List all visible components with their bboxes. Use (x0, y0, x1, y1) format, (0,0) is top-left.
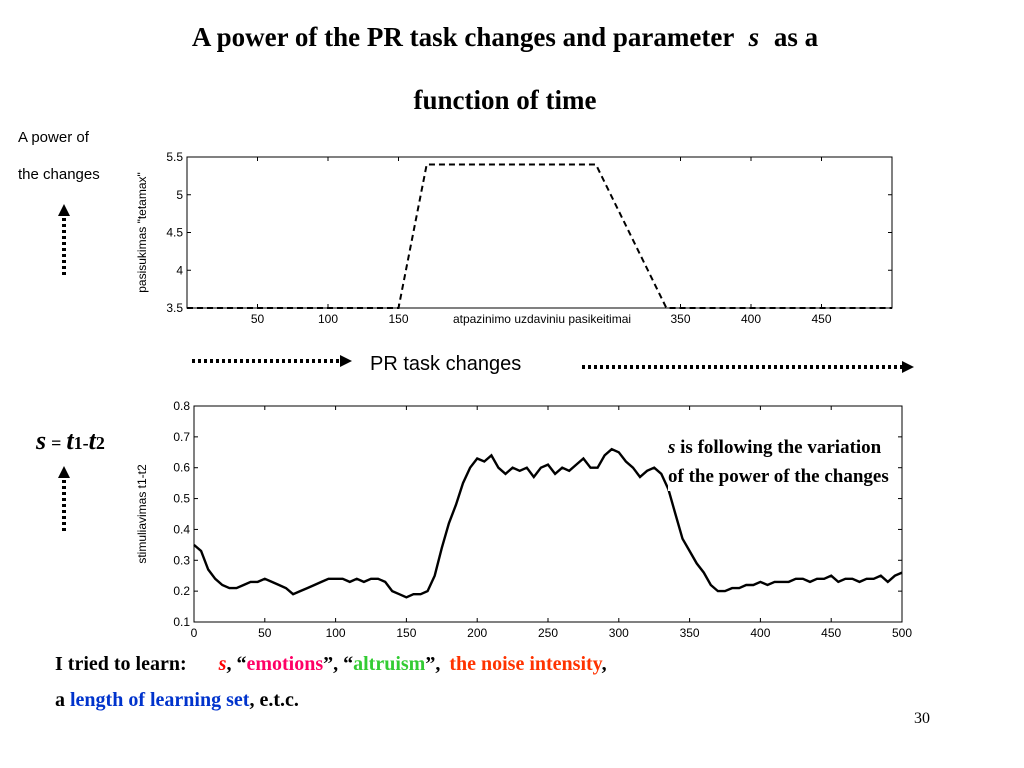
learn-a: a (55, 689, 65, 711)
x-tick-label: 500 (892, 626, 912, 640)
x-tick-label: 350 (670, 312, 690, 326)
y-tick-label: 0.8 (173, 399, 190, 413)
title-part1: A power of the PR task changes and param… (191, 22, 734, 52)
x-tick-label: 250 (538, 626, 558, 640)
s-formula: s = t1-t2 (36, 426, 105, 456)
x-tick-label: 200 (467, 626, 487, 640)
learn-line1: I tried to learn: s, “emotions”, “altrui… (55, 648, 607, 681)
y-axis-label: pasisukimas "tetamax" (135, 172, 149, 293)
y-tick-label: 0.7 (173, 430, 190, 444)
y-tick-label: 5.5 (166, 150, 183, 164)
note-line2: of the power of the changes (668, 466, 889, 487)
right-arrow-icon (582, 361, 914, 373)
y-tick-label: 5 (176, 188, 183, 202)
x-axis-label: atpazinimo uzdaviniu pasikeitimai (453, 312, 631, 326)
learn-length: length of learning set (70, 689, 250, 711)
x-tick-label: 350 (680, 626, 700, 640)
x-tick-label: 450 (811, 312, 831, 326)
up-arrow-icon (58, 204, 70, 276)
formula-t1: t (66, 426, 74, 455)
y-tick-label: 4.5 (166, 226, 183, 240)
learn-emotions: emotions (246, 653, 324, 675)
x-tick-label: 100 (326, 626, 346, 640)
formula-one: 1 (73, 433, 83, 453)
y-tick-label: 3.5 (166, 301, 183, 315)
formula-s: s (36, 426, 47, 455)
right-arrow-icon (192, 355, 352, 367)
title-variable: s (748, 22, 760, 52)
formula-t2: t (88, 426, 96, 455)
x-tick-label: 50 (251, 312, 265, 326)
learn-sep1: , “ (226, 653, 247, 675)
y-tick-label: 0.4 (173, 522, 190, 536)
x-tick-label: 150 (396, 626, 416, 640)
formula-two: 2 (95, 433, 105, 453)
pr-task-label: PR task changes (370, 353, 522, 375)
x-tick-label: 150 (388, 312, 408, 326)
learn-intro: I tried to learn: (55, 653, 187, 675)
y-tick-label: 0.5 (173, 492, 190, 506)
slide-title-line2: function of time (413, 85, 597, 115)
y-tick-label: 0.3 (173, 553, 190, 567)
title-part2: as a (773, 22, 819, 52)
formula-equals: = (51, 433, 62, 453)
s-note: s is following the variation of the powe… (668, 433, 893, 491)
y-tick-label: 4 (176, 263, 183, 277)
x-tick-label: 300 (609, 626, 629, 640)
plot-frame (186, 156, 893, 309)
x-tick-label: 400 (750, 626, 770, 640)
up-arrow-icon (58, 466, 70, 532)
y-axis-label: stimuliavimas t1-t2 (135, 464, 149, 564)
page-number: 30 (914, 710, 930, 727)
x-tick-label: 0 (191, 626, 198, 640)
series-line (187, 163, 892, 309)
learn-line2: a length of learning set, e.t.c. (55, 684, 299, 717)
formula-minus: - (82, 433, 89, 453)
y-tick-label: 0.2 (173, 584, 190, 598)
learn-sep4: , (601, 653, 607, 675)
learn-s: s (218, 653, 227, 675)
x-tick-label: 400 (741, 312, 761, 326)
learn-altruism: altruism (353, 653, 426, 675)
power-label-line1: A power of (18, 129, 89, 146)
slide-title-line1: A power of the PR task changes and param… (0, 22, 1010, 52)
note-line1-text: is following the variation (675, 437, 882, 458)
x-tick-label: 100 (318, 312, 338, 326)
learn-sep3: ”, (425, 653, 441, 675)
power-label-line2: the changes (18, 166, 100, 183)
note-line1: s is following the variation (668, 433, 889, 462)
learn-end: , e.t.c. (249, 689, 299, 711)
learn-sep2: ”, “ (323, 653, 354, 675)
x-tick-label: 50 (258, 626, 272, 640)
x-tick-label: 450 (821, 626, 841, 640)
y-tick-label: 0.6 (173, 461, 190, 475)
y-tick-label: 0.1 (173, 615, 190, 629)
learn-noise: the noise intensity (449, 653, 602, 675)
note-var: s (668, 437, 676, 458)
